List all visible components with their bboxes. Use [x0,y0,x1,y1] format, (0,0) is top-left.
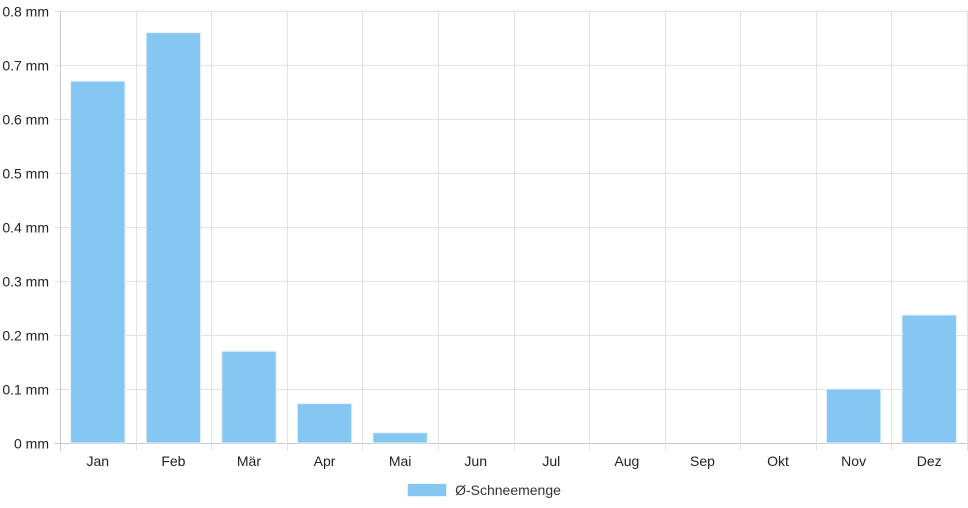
y-tick-label: 0.4 mm [2,220,49,236]
bar-feb [145,32,202,444]
x-tick-label: Sep [690,453,715,469]
bar-mai [372,432,428,444]
y-tick-label: 0.8 mm [2,4,49,20]
x-tick-label: Feb [161,453,185,469]
x-tick-label: Jun [464,453,487,469]
y-tick-label: 0.7 mm [2,58,49,74]
y-tick-label: 0.2 mm [2,328,49,344]
bar-apr [296,403,353,444]
legend-item-schneemenge[interactable]: Ø-Schneemenge [407,482,561,498]
x-tick-label: Apr [314,453,336,469]
bar-jan [70,80,126,444]
bar-nov [825,388,882,444]
y-tick-label: 0.1 mm [2,382,49,398]
x-tick-label: Mär [237,453,261,469]
x-tick-label: Jan [87,453,110,469]
y-tick-label: 0.3 mm [2,274,49,290]
legend: Ø-Schneemenge [0,478,968,502]
x-tick-label: Okt [767,453,789,469]
y-tick-label: 0.5 mm [2,166,49,182]
y-tick-label: 0.6 mm [2,112,49,128]
x-tick-label: Nov [841,453,866,469]
x-tick-label: Aug [614,453,639,469]
x-tick-label: Dez [917,453,942,469]
bar-dez [901,314,957,444]
x-tick-label: Jul [542,453,560,469]
x-tick-label: Mai [389,453,412,469]
legend-label: Ø-Schneemenge [455,482,561,498]
y-tick-label: 0 mm [14,436,49,452]
bar-mär [221,350,277,444]
legend-swatch [407,483,448,497]
